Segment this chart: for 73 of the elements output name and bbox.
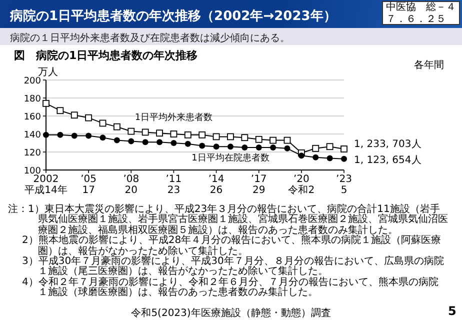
text: 3）平成30年７月豪雨の影響により、平成30年７月分、８月分の報告において、広島県の病院１施設（尾三医療圏）は、報告がなかったため除いて集計した。 xyxy=(21,256,445,278)
point xyxy=(170,130,178,138)
point xyxy=(340,146,348,152)
point xyxy=(270,144,276,150)
y-tick-label: 120 xyxy=(24,148,42,158)
point xyxy=(298,152,304,159)
point xyxy=(142,128,149,136)
text: 4）令和２年７月豪雨の影響により、令和２年６月分、７月分の報告において、熊本県の病院１施設（球磨医療圏）は、報告のあった患者数のみ集計した。 xyxy=(21,276,440,299)
point xyxy=(43,132,49,138)
text: 令和5(2023)年医療施設（静態・動態）調査 xyxy=(131,308,331,319)
text: 1, 123, 654人 xyxy=(354,154,422,166)
chart-subtitle: 病院の１日平均外来患者数及び在院患者数は減少傾向にある。 xyxy=(10,32,290,45)
point xyxy=(42,100,50,107)
text: 各年間 xyxy=(414,59,444,72)
point xyxy=(100,134,106,141)
point xyxy=(70,112,78,119)
point xyxy=(156,130,163,137)
series-label: 1日平均在院患者数 xyxy=(192,152,270,164)
point xyxy=(284,136,291,144)
text: 中医協 総－４ xyxy=(386,2,457,14)
point xyxy=(57,132,64,138)
point xyxy=(142,139,148,146)
text: 5 xyxy=(448,304,456,318)
x-tick-label: ’23 5 xyxy=(336,174,352,196)
x-tick-label: ’08 20 xyxy=(123,174,140,196)
point xyxy=(326,143,334,150)
text: 注：1）東日本大震災の影響により、平成23年３月分の報告において、病院の合計11施設（岩手県気仙医療圏１施設、岩手県宮古医療圏１施設、宮城県石巻医療圏２施設、宮城県気仙沼医療圏２施設、福島県相双医療圏５施設）は、報告のあった患者数のみ集計した。 xyxy=(8,204,448,236)
x-tick-label: ’20 令和2 xyxy=(288,174,315,196)
y-tick-label: 180 xyxy=(24,94,42,104)
point xyxy=(56,107,64,114)
point xyxy=(128,128,135,135)
x-tick-label: 2002 平成14年 xyxy=(24,174,68,196)
y-axis-title: 万人 xyxy=(38,67,58,78)
point xyxy=(85,114,92,122)
y-tick-label: 140 xyxy=(24,130,42,140)
text: 1, 233, 703人 xyxy=(354,138,422,150)
point xyxy=(184,131,192,138)
point xyxy=(241,134,248,142)
point xyxy=(341,156,347,162)
point xyxy=(312,144,320,152)
point xyxy=(170,140,177,146)
point xyxy=(156,139,163,146)
y-tick-label: 160 xyxy=(24,112,42,122)
point xyxy=(284,145,290,152)
point xyxy=(255,136,262,143)
point xyxy=(114,123,120,130)
point xyxy=(312,154,319,160)
point xyxy=(86,132,92,139)
x-tick-label: ’14 26 xyxy=(208,174,224,196)
point xyxy=(99,120,106,127)
chart-title: 病院の1日平均患者数の年次推移（2002年→2023年） xyxy=(10,8,336,25)
point xyxy=(128,138,134,144)
point xyxy=(198,131,206,138)
point xyxy=(114,137,120,144)
point xyxy=(212,133,220,140)
text: 2）熊本地震の影響により、平成28年４月分の報告において、熊本県の病院１施設（阿蘇医療圏）は、報告がなかったため除いて集計した。 xyxy=(21,235,442,257)
point xyxy=(199,142,206,149)
point xyxy=(213,144,220,150)
x-tick-label: ’17 29 xyxy=(250,174,267,196)
point xyxy=(184,140,191,147)
text: 図 病院の1日平均患者数の年次推移 xyxy=(14,48,198,63)
text: ７．６．２５ xyxy=(386,14,447,25)
point xyxy=(242,144,248,150)
point xyxy=(227,144,234,150)
x-tick-label: ’11 23 xyxy=(166,174,182,196)
point xyxy=(326,155,333,162)
point xyxy=(256,144,262,150)
x-tick-label: ’05 17 xyxy=(80,174,97,196)
y-tick-label: 200 xyxy=(24,76,42,86)
series-label: 1日平均外来患者数 xyxy=(134,112,213,123)
point xyxy=(71,132,78,139)
point xyxy=(227,133,234,140)
point xyxy=(270,136,276,144)
